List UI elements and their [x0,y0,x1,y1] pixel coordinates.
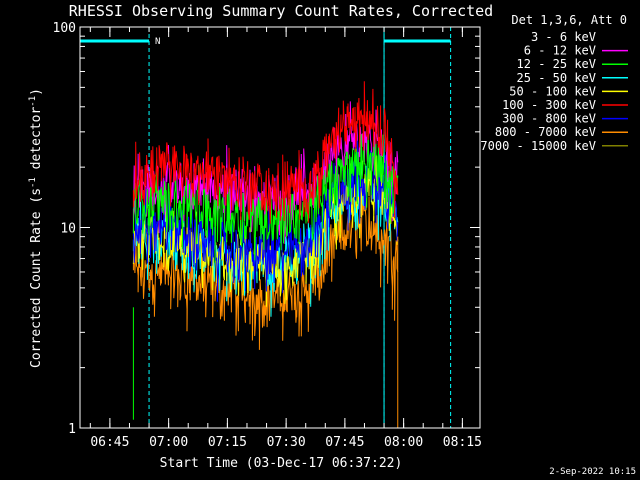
legend-label: 6 - 12 keV [524,44,596,58]
legend-label: 50 - 100 keV [509,84,596,98]
y-tick-label: 1 [68,422,76,437]
y-tick-label: 100 [53,21,76,36]
y-axis-label-mid: detector [29,107,44,178]
legend-label: 100 - 300 keV [502,98,596,112]
x-tick-label: 07:15 [208,435,247,450]
x-axis: 06:45 07:00 07:15 07:30 07:45 08:00 08:15 [89,27,482,450]
x-tick-label: 06:45 [90,435,129,450]
x-tick-label: 08:00 [384,435,423,450]
legend-label: 3 - 6 keV [531,30,596,44]
x-tick-label: 07:45 [325,435,364,450]
y-axis-label: Corrected Count Rate (s-1 detector-1) [28,88,44,368]
y-axis-label-end: ) [29,88,44,96]
legend-label: 12 - 25 keV [517,57,596,71]
plot-area: N [79,27,452,428]
legend-header: Det 1,3,6, Att 0 [511,13,627,27]
x-tick-label: 07:00 [149,435,188,450]
y-axis-label-sup1: -1 [28,177,38,188]
series-100-300-keV-trace [132,81,399,224]
y-axis-label-sup2: -1 [28,96,38,107]
x-axis-label: Start Time (03-Dec-17 06:37:22) [160,456,403,471]
x-tick-label: 07:30 [267,435,306,450]
y-axis: 1 10 100 [53,21,480,437]
x-tick-label: 08:15 [443,435,482,450]
legend-label: 7000 - 15000 keV [480,139,596,153]
night-marker-label: N [155,37,160,47]
legend-label: 300 - 800 keV [502,112,596,126]
y-tick-label: 10 [60,222,76,237]
legend-label: 25 - 50 keV [517,71,596,85]
series-800-7000-keV-trace [132,185,399,350]
legend-label: 800 - 7000 keV [495,125,596,139]
timestamp-footer: 2-Sep-2022 10:15 [549,467,636,477]
chart-title: RHESSI Observing Summary Count Rates, Co… [69,2,493,20]
y-axis-label-main: Corrected Count Rate (s [29,188,44,368]
series-12-25-keV-trace [132,134,399,263]
